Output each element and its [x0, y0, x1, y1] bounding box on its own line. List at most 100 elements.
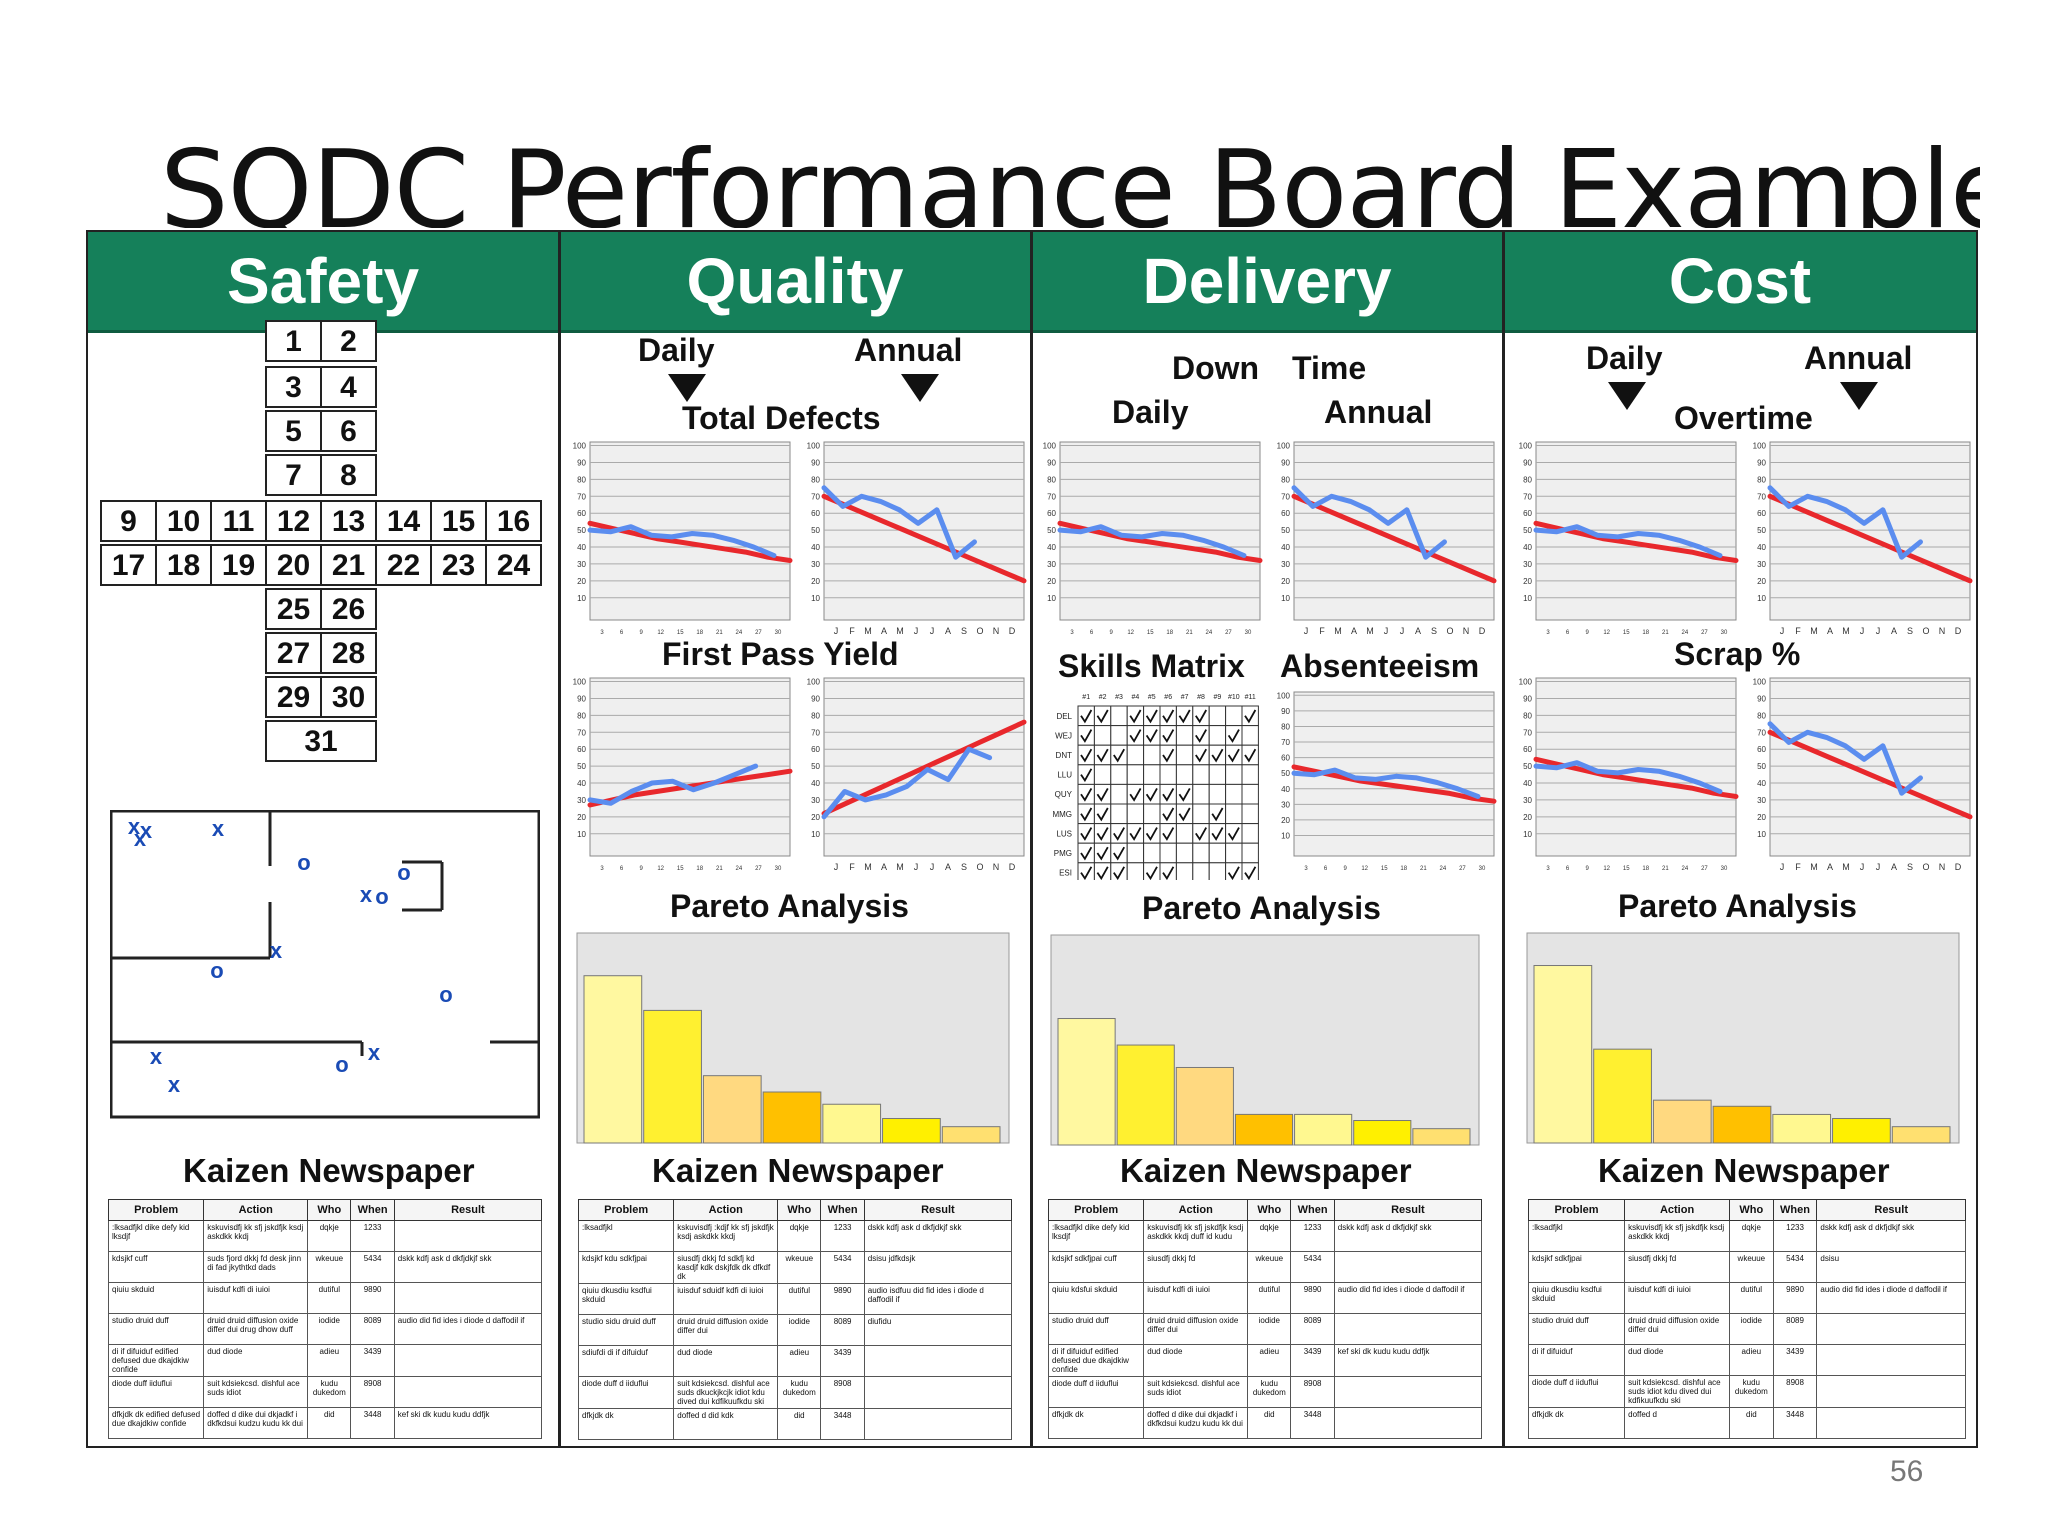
x-tick-label: J: [834, 626, 839, 636]
kaizen-cell: qiuiu kdsfui skduid: [1047, 1282, 1145, 1314]
kaizen-cell: :lksadfjkl: [577, 1220, 675, 1252]
kaizen-row: :lksadfjkl kskuvisdfj :kdjf kk sfj jskdfj…: [577, 1220, 1013, 1252]
y-tick-label: 20: [577, 813, 586, 822]
scrap-title: Scrap %: [1674, 636, 1801, 672]
skills-column-label: #9: [1214, 694, 1222, 701]
x-tick-label: 6: [1566, 866, 1570, 872]
y-tick-label: 20: [1757, 577, 1766, 586]
quality-kaizen-table: Problem Action Who When Result:lksadfjkl ksku…: [577, 1199, 1013, 1440]
x-tick-label: 24: [1682, 630, 1689, 636]
skills-column-label: #3: [1115, 694, 1123, 701]
chart-plot-area: [823, 441, 1025, 621]
skills-cell: [1077, 823, 1095, 844]
actual-line: [1291, 767, 1481, 799]
check-icon: [1113, 748, 1125, 763]
kaizen-row: :lksadfjkl dike defy kid lksdjf kskuvisdf…: [107, 1220, 543, 1252]
x-tick-label: 30: [775, 866, 782, 872]
incident-mark: o: [335, 1052, 348, 1077]
skills-matrix-title: Skills Matrix: [1058, 648, 1245, 684]
kaizen-cell: 3439: [1290, 1344, 1335, 1377]
kaizen-row: dfkjdk dk doffed d did kdk did 3448: [577, 1408, 1013, 1440]
quality-daily-fpy-chart: 100 90 80 70 60 50 40 30 20 10 3 6 9 12 15 18 21 24 27 30: [573, 677, 793, 872]
check-icon: [1162, 748, 1175, 763]
kaizen-row: studio sidu druid duff druid druid diffus…: [577, 1314, 1013, 1346]
calendar-day: 25: [265, 588, 322, 630]
check-icon: [1096, 787, 1109, 802]
incident-mark: o: [375, 884, 388, 909]
skills-cell: [1143, 823, 1161, 844]
kaizen-cell: di if difuiduf: [1527, 1344, 1626, 1376]
x-tick-label: M: [864, 862, 872, 872]
column-divider: [558, 232, 561, 1446]
y-tick-label: 80: [811, 475, 820, 484]
kaizen-cell: kudu dukedom: [777, 1376, 822, 1409]
calendar-day: 7: [265, 454, 322, 496]
quality-annual-label: Annual: [854, 332, 963, 368]
kaizen-cell: 9890: [1290, 1282, 1335, 1314]
x-tick-label: 3: [600, 630, 604, 636]
x-tick-label: M: [1842, 862, 1850, 872]
check-icon: [1080, 866, 1093, 880]
y-tick-label: 90: [1757, 458, 1766, 467]
pareto-bar: [941, 1126, 1001, 1144]
kaizen-cell: doffed d dike dui dkjadkf i dkfkdsui kud…: [203, 1407, 309, 1439]
check-icon: [1195, 729, 1207, 743]
x-tick-label: 24: [736, 630, 743, 636]
kaizen-cell: dqkje: [1247, 1220, 1292, 1252]
kaizen-cell: adieu: [1247, 1344, 1292, 1377]
kaizen-cell: dud diode: [1143, 1344, 1249, 1377]
kaizen-cell: [1816, 1407, 1966, 1439]
kaizen-cell: 8089: [1772, 1313, 1818, 1345]
x-tick-label: J: [914, 626, 919, 636]
check-icon: [1096, 866, 1109, 880]
skills-cell: [1110, 744, 1128, 766]
kaizen-cell: 1233: [1772, 1220, 1818, 1252]
kaizen-column-header: Result: [393, 1199, 543, 1221]
check-icon: [1178, 787, 1191, 802]
kaizen-cell: dutiful: [1247, 1282, 1292, 1314]
x-tick-label: 12: [1603, 630, 1610, 636]
slide-title-text: SQDC Performance Board Example: [160, 128, 1980, 228]
kaizen-cell: :lksadfjkl dike defy kid lksdjf: [1047, 1220, 1145, 1252]
skills-row-label: LUS: [1056, 829, 1072, 838]
x-tick-label: 15: [1381, 866, 1388, 872]
calendar-day: 28: [320, 632, 377, 674]
x-tick-label: S: [961, 862, 967, 872]
kaizen-cell: 3448: [820, 1408, 865, 1440]
skills-cell: [1159, 783, 1177, 805]
skills-cell: [1225, 842, 1243, 864]
y-tick-label: 90: [1047, 458, 1056, 467]
down-arrow-icon: [1608, 382, 1646, 410]
kaizen-row: diode duff d iiduflui suit kdsiekcsd. dis…: [577, 1376, 1013, 1409]
x-tick-label: A: [1415, 626, 1421, 636]
incident-mark: x: [270, 938, 283, 963]
performance-board: Safety Quality Delivery Cost 1 2 3 4 5 6 7 8 9 10…: [86, 230, 1978, 1448]
x-tick-label: J: [834, 862, 839, 872]
kaizen-cell: [863, 1408, 1013, 1440]
kaizen-cell: adieu: [777, 1345, 822, 1377]
skills-row-label: ESI: [1059, 869, 1072, 878]
kaizen-cell: diode duff d iiduflui: [577, 1376, 675, 1409]
y-tick-label: 40: [1757, 779, 1766, 788]
skills-cell: [1077, 842, 1095, 864]
x-tick-label: J: [1384, 626, 1389, 636]
incident-mark: x: [150, 1044, 163, 1069]
kaizen-cell: dskk kdfj ask d dkfjdkjf skk: [393, 1251, 543, 1283]
y-tick-label: 90: [577, 458, 586, 467]
column-divider: [1030, 232, 1033, 1446]
kaizen-cell: dskk kdfj ask d dkfjdkjf skk: [1816, 1220, 1966, 1252]
calendar-day: 17: [100, 544, 157, 586]
skills-cell: [1159, 842, 1177, 864]
skills-cell: [1126, 725, 1145, 746]
skills-row-label: DNT: [1056, 751, 1073, 760]
y-tick-label: 90: [577, 694, 586, 703]
calendar-day: 19: [210, 544, 267, 586]
kaizen-cell: audio isdfuu did fid ides i diode d daff…: [863, 1283, 1013, 1315]
y-tick-label: 70: [577, 492, 586, 501]
kaizen-cell: [863, 1345, 1013, 1377]
skills-cell: [1077, 803, 1095, 825]
calendar-day: 26: [320, 588, 377, 630]
skills-cell: [1077, 783, 1095, 805]
skills-cell: [1175, 744, 1194, 766]
